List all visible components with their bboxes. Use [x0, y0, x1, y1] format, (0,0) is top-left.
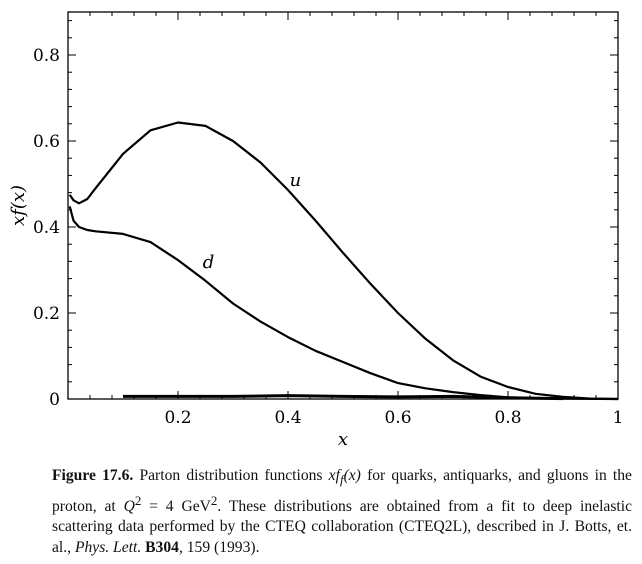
- x-tick-label: 1: [613, 408, 624, 428]
- series-u-line: [68, 121, 619, 401]
- caption-sup: 2: [134, 492, 142, 508]
- caption-text: for quarks, antiquarks, and gluons in th…: [52, 467, 632, 515]
- x-tick-label: 0.2: [164, 408, 191, 428]
- caption-text: = 4 GeV: [141, 497, 211, 515]
- x-tick-label: 0.4: [274, 408, 301, 428]
- y-axis-label: xf(x): [8, 185, 29, 226]
- caption-label: Figure 17.6.: [52, 467, 134, 484]
- series-label-d: d: [203, 252, 215, 273]
- caption-math: (x): [343, 467, 361, 484]
- y-tick-label: 0.4: [33, 218, 60, 238]
- caption-math-sub: f: [339, 472, 344, 488]
- x-tick-label: 0.6: [384, 408, 411, 428]
- series-d-line: [68, 206, 619, 401]
- x-tick-label: 0.8: [494, 408, 521, 428]
- y-tick-label: 0.8: [33, 46, 60, 66]
- y-tick-label: 0.2: [33, 304, 60, 324]
- x-axis-label: x: [338, 429, 348, 450]
- caption-text: , 159 (1993).: [178, 538, 260, 556]
- caption-math: xf: [328, 467, 340, 484]
- caption-sup: 2: [210, 492, 218, 508]
- plot-frame: [67, 11, 619, 400]
- caption-text: . These distributions are obtained from …: [52, 497, 633, 556]
- y-tick-label: 0.6: [33, 132, 60, 152]
- sea-line: [123, 394, 564, 401]
- caption-volume: B304: [145, 538, 179, 556]
- figure-caption: Figure 17.6. Parton distribution functio…: [52, 466, 632, 558]
- series-label-u: u: [290, 170, 302, 191]
- caption-journal: Phys. Lett.: [74, 538, 142, 556]
- caption-math: Q: [123, 497, 135, 515]
- caption-text: Parton distribution functions: [133, 467, 329, 484]
- y-tick-label: 0: [49, 390, 60, 410]
- chart: 0.2 0.4 0.6 0.8 1 0 0.2 0.4 0.6 0.8 x xf(x) u d: [8, 11, 624, 450]
